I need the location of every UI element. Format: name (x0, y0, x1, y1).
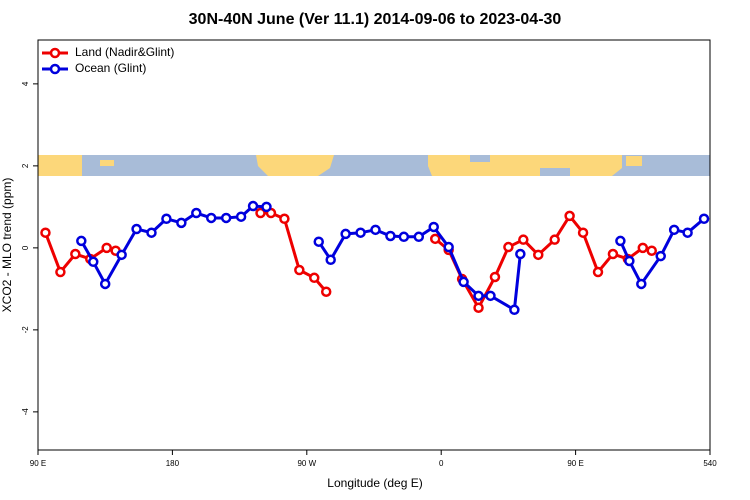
data-point (279, 213, 290, 225)
data-point (55, 266, 66, 278)
data-point (428, 221, 439, 233)
data-point (176, 217, 187, 229)
y-tick-label: 0 (21, 245, 30, 250)
x-tick-label: 90 E (30, 459, 46, 468)
data-point (235, 211, 247, 222)
data-point (668, 224, 680, 236)
data-point (370, 224, 381, 236)
data-point (473, 290, 484, 302)
y-tick-label: 4 (21, 81, 30, 86)
data-point (205, 212, 217, 224)
data-point (247, 200, 259, 212)
data-point (682, 227, 693, 238)
data-point (255, 207, 266, 219)
legend-marker (49, 63, 61, 75)
data-point (655, 250, 666, 262)
data-point (518, 234, 529, 245)
data-point (146, 227, 157, 238)
data-point (309, 272, 320, 284)
y-axis-label: XCO2 - MLO trend (ppm) (0, 178, 14, 313)
y-tick-label: -2 (21, 326, 30, 334)
data-point (503, 241, 514, 253)
data-point (549, 234, 560, 245)
chart-title: 30N-40N June (Ver 11.1) 2014-09-06 to 20… (189, 11, 562, 28)
data-point (101, 242, 112, 254)
x-tick-label: 180 (166, 459, 180, 468)
data-point (592, 266, 604, 278)
data-point (294, 264, 305, 276)
data-point (320, 286, 332, 297)
x-tick-label: 90 E (567, 459, 583, 468)
data-point (636, 278, 647, 290)
data-point (637, 242, 649, 254)
data-point (40, 227, 51, 238)
data-point (261, 201, 272, 213)
data-point (698, 213, 710, 225)
data-point (458, 276, 469, 288)
data-point (325, 254, 336, 266)
data-point (473, 302, 484, 313)
data-point (607, 248, 619, 260)
data-point (76, 235, 87, 247)
data-point (385, 230, 396, 242)
legend-label: Land (Nadir&Glint) (75, 45, 174, 59)
legend-label: Ocean (Glint) (75, 61, 146, 75)
data-point (489, 271, 501, 283)
data-point (615, 235, 626, 247)
data-point (413, 231, 425, 243)
legend-marker (49, 47, 61, 59)
data-point (355, 227, 366, 238)
data-point (88, 256, 99, 268)
y-tick-label: -4 (21, 408, 30, 416)
data-point (485, 290, 496, 302)
map-strip (38, 155, 710, 176)
y-tick-label: 2 (21, 163, 30, 168)
x-tick-label: 0 (439, 459, 444, 468)
data-point (70, 248, 81, 260)
data-point (515, 248, 526, 260)
x-tick-label: 540 (703, 459, 717, 468)
plot-frame (37, 39, 711, 451)
data-point (533, 249, 544, 261)
data-point (220, 212, 232, 224)
data-point (191, 207, 202, 219)
data-point (161, 213, 172, 225)
x-axis-label: Longitude (deg E) (327, 476, 422, 490)
data-point (116, 249, 127, 261)
data-point (646, 245, 658, 256)
data-point (313, 236, 324, 247)
data-point (443, 241, 454, 253)
data-point (99, 278, 111, 290)
data-point (429, 233, 441, 245)
data-point (509, 304, 520, 316)
data-point (564, 210, 575, 222)
data-point (131, 223, 142, 235)
data-point (577, 227, 589, 238)
x-tick-label: 90 W (297, 459, 316, 468)
data-point (624, 255, 635, 267)
data-point (340, 228, 351, 240)
data-point (398, 231, 410, 243)
